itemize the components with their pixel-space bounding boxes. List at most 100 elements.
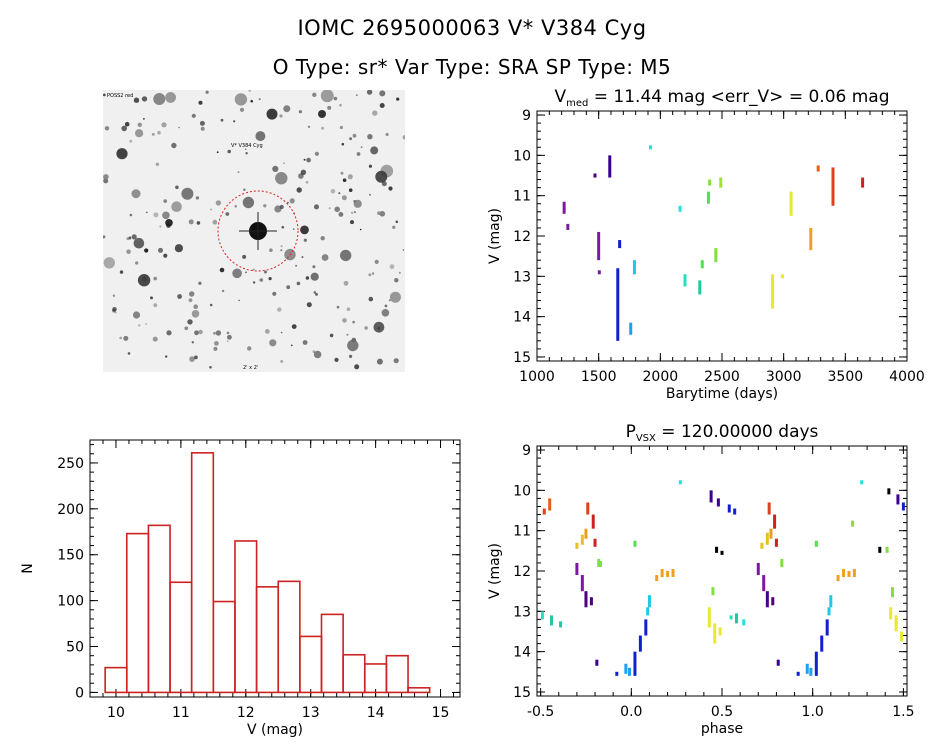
finder-star xyxy=(103,235,106,239)
finder-star xyxy=(255,131,266,142)
x-tick-label: 10 xyxy=(107,705,125,721)
finder-star xyxy=(398,271,401,274)
finder-star xyxy=(313,350,322,359)
data-point xyxy=(580,534,584,545)
finder-star xyxy=(237,171,240,174)
finder-star xyxy=(283,105,291,113)
x-tick-label: 1.0 xyxy=(802,704,824,720)
finder-star xyxy=(359,228,362,231)
finder-star xyxy=(292,228,295,231)
histogram-bar xyxy=(125,532,150,694)
data-point xyxy=(719,177,723,188)
data-point xyxy=(780,274,784,279)
data-point xyxy=(860,480,864,485)
data-point xyxy=(683,274,687,287)
finder-star xyxy=(350,220,354,225)
finder-star xyxy=(327,105,332,110)
data-point xyxy=(820,635,824,652)
finder-star xyxy=(336,305,340,309)
finder-star xyxy=(394,278,399,283)
finder-star xyxy=(124,121,130,127)
finder-star xyxy=(141,96,148,102)
data-point xyxy=(707,607,711,628)
finder-star xyxy=(119,270,124,274)
finder-star xyxy=(342,318,347,323)
finder-star xyxy=(258,98,261,101)
finder-star xyxy=(123,335,129,341)
data-point xyxy=(595,659,599,666)
finder-star xyxy=(353,200,356,203)
finder-star xyxy=(352,320,355,324)
finder-star xyxy=(191,310,200,318)
finder-star xyxy=(177,294,182,299)
data-point xyxy=(715,546,719,553)
finder-star xyxy=(381,309,390,317)
finder-star xyxy=(245,271,247,274)
x-axis-label: V (mag) xyxy=(247,722,303,738)
data-point xyxy=(814,651,818,676)
finder-star xyxy=(171,142,177,149)
finder-star xyxy=(209,303,213,307)
target-circle xyxy=(217,190,299,272)
data-point xyxy=(814,540,818,547)
x-tick-label: 2500 xyxy=(704,369,740,385)
finder-star xyxy=(163,253,168,258)
finder-star xyxy=(264,329,270,334)
histogram-bar xyxy=(342,653,366,694)
finder-star xyxy=(303,158,306,161)
y-tick-label: 150 xyxy=(57,548,84,564)
data-point xyxy=(762,575,766,592)
finder-star xyxy=(334,206,340,213)
data-point xyxy=(638,635,642,652)
finder-star xyxy=(303,238,307,242)
finder-star xyxy=(178,126,180,129)
finder-star xyxy=(395,220,399,224)
x-tick-label: -0.5 xyxy=(527,704,554,720)
finder-star xyxy=(129,213,133,217)
finder-star xyxy=(372,110,378,116)
y-axis-label: V (mag) xyxy=(487,208,503,264)
finder-star xyxy=(112,308,116,313)
finder-star xyxy=(153,303,158,308)
data-point xyxy=(598,560,602,567)
finder-chart-image: POSS2 red V* V384 Cyg 2' x 2' xyxy=(103,90,405,372)
data-point xyxy=(593,173,597,178)
finder-star xyxy=(306,302,312,308)
finder-star xyxy=(209,366,212,369)
finder-star xyxy=(198,281,202,285)
data-point xyxy=(796,671,800,676)
y-tick-label: 200 xyxy=(57,502,84,518)
x-tick-label: 1500 xyxy=(581,369,617,385)
data-point xyxy=(616,268,620,341)
finder-star xyxy=(377,327,381,330)
finder-star xyxy=(272,165,279,172)
finder-star xyxy=(301,256,304,259)
finder-star xyxy=(187,319,193,325)
finder-star xyxy=(339,125,343,130)
finder-star xyxy=(314,151,319,156)
finder-star xyxy=(225,212,230,216)
finder-star xyxy=(248,90,251,92)
data-point xyxy=(773,514,777,529)
finder-bottom-label: 2' x 2' xyxy=(243,365,258,371)
finder-star xyxy=(355,94,358,96)
finder-star xyxy=(141,276,147,282)
finder-star xyxy=(334,357,339,362)
finder-star xyxy=(364,326,368,330)
finder-star xyxy=(196,221,201,225)
data-point xyxy=(780,558,784,567)
y-tick-label: 50 xyxy=(66,640,84,656)
data-point xyxy=(890,587,894,598)
data-point xyxy=(720,550,724,555)
finder-star xyxy=(321,126,325,130)
finder-star xyxy=(157,130,161,135)
data-point xyxy=(597,231,601,261)
finder-star xyxy=(126,249,131,254)
finder-star xyxy=(200,126,205,131)
finder-star xyxy=(103,178,109,184)
data-point xyxy=(633,540,637,547)
data-point xyxy=(816,165,820,172)
data-point xyxy=(887,488,891,495)
data-point xyxy=(709,490,713,503)
x-axis-label: phase xyxy=(701,721,743,737)
